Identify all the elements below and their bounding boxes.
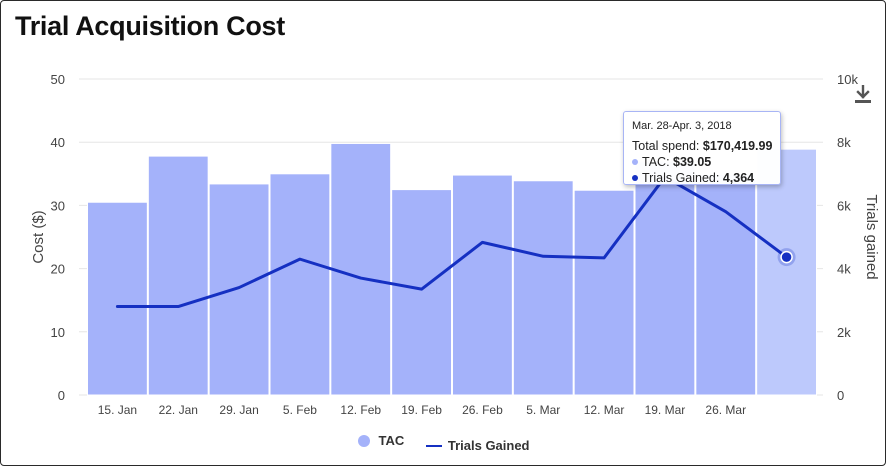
x-tick-label: 5. Mar (526, 403, 560, 417)
tac-bar (269, 173, 331, 396)
x-tick-label: 12. Feb (340, 403, 381, 417)
legend-item-trials-gained[interactable]: Trials Gained (425, 438, 530, 453)
x-axis-ticks: 15. Jan 22. Jan 29. Jan 5. Feb 12. Feb 19. Fe… (98, 403, 746, 417)
tooltip: Mar. 28-Apr. 3, 2018 Total spend: $170,4… (623, 111, 781, 185)
x-tick-label: 15. Jan (98, 403, 137, 417)
tac-bar (391, 189, 452, 396)
trials-dot-icon (632, 175, 638, 182)
left-axis-label: Cost ($) (30, 210, 47, 263)
tac-bar (756, 148, 818, 396)
left-tick-label: 0 (58, 388, 65, 403)
right-axis-ticks: 0 2k 4k 6k 8k 10k (837, 72, 858, 403)
chart-title: Trial Acquisition Cost (15, 11, 285, 41)
tac-bar (573, 189, 635, 396)
tooltip-tac: TAC: $39.05 (632, 154, 772, 170)
tac-bar (208, 183, 270, 396)
download-icon (855, 84, 871, 103)
left-axis-ticks: 0 10 20 30 40 50 (51, 72, 65, 403)
tac-bar (87, 201, 148, 396)
tac-bar (330, 142, 392, 396)
x-tick-label: 29. Jan (219, 403, 258, 417)
left-tick-label: 10 (51, 325, 65, 340)
tac-bar (147, 155, 209, 396)
tac-bars (87, 142, 818, 396)
tac-bar (634, 160, 696, 396)
x-tick-label: 19. Mar (645, 403, 686, 417)
right-tick-label: 4k (837, 262, 851, 277)
right-tick-label: 2k (837, 325, 851, 340)
highlight-point (780, 250, 793, 264)
x-tick-label: 26. Feb (462, 403, 503, 417)
legend: TAC Trials Gained (1, 433, 885, 453)
x-tick-label: 12. Mar (584, 403, 625, 417)
right-tick-label: 10k (837, 72, 858, 87)
right-tick-label: 0 (837, 388, 844, 403)
right-axis-label: Trials gained (863, 194, 880, 279)
tac-swatch-icon (358, 434, 371, 447)
x-tick-label: 5. Feb (283, 403, 317, 417)
tac-bar (452, 174, 513, 396)
download-button[interactable] (853, 84, 873, 105)
x-tick-label: 26. Mar (705, 403, 746, 417)
tooltip-trials: Trials Gained: 4,364 (632, 170, 772, 186)
tooltip-date-range: Mar. 28-Apr. 3, 2018 (632, 120, 732, 132)
tac-bar (512, 180, 574, 396)
trials-swatch-icon (425, 444, 442, 447)
tac-bar (695, 173, 757, 396)
left-tick-label: 40 (51, 135, 65, 150)
left-tick-label: 50 (51, 72, 65, 87)
right-tick-label: 6k (837, 198, 851, 213)
tooltip-total-spend: Total spend: $170,419.99 (632, 139, 773, 153)
legend-item-tac[interactable]: TAC (358, 433, 404, 448)
left-tick-label: 20 (51, 262, 65, 277)
x-tick-label: 19. Feb (401, 403, 442, 417)
x-tick-label: 22. Jan (159, 403, 198, 417)
left-tick-label: 30 (51, 198, 65, 213)
tac-dot-icon (632, 159, 638, 166)
right-tick-label: 8k (837, 135, 851, 150)
